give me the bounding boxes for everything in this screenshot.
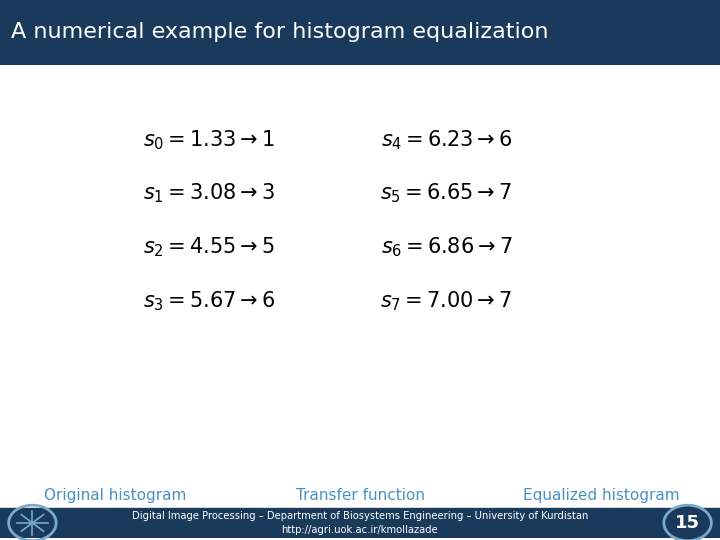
Text: $s_3 = 5.67 \rightarrow 6$: $s_3 = 5.67 \rightarrow 6$ (143, 289, 275, 313)
Text: Original histogram: Original histogram (44, 488, 186, 503)
FancyBboxPatch shape (0, 0, 720, 64)
Text: $s_0 = 1.33 \rightarrow 1$: $s_0 = 1.33 \rightarrow 1$ (143, 128, 275, 152)
Text: A numerical example for histogram equalization: A numerical example for histogram equali… (11, 22, 549, 42)
Text: 15: 15 (675, 514, 700, 532)
Text: Equalized histogram: Equalized histogram (523, 488, 680, 503)
Text: $s_1 = 3.08 \rightarrow 3$: $s_1 = 3.08 \rightarrow 3$ (143, 182, 275, 205)
Text: $s_2 = 4.55 \rightarrow 5$: $s_2 = 4.55 \rightarrow 5$ (143, 235, 275, 259)
Text: $s_5 = 6.65 \rightarrow 7$: $s_5 = 6.65 \rightarrow 7$ (380, 182, 513, 205)
FancyBboxPatch shape (0, 508, 720, 538)
Text: Digital Image Processing – Department of Biosystems Engineering – University of : Digital Image Processing – Department of… (132, 511, 588, 535)
Text: $s_7 = 7.00 \rightarrow 7$: $s_7 = 7.00 \rightarrow 7$ (380, 289, 513, 313)
Text: $s_4 = 6.23 \rightarrow 6$: $s_4 = 6.23 \rightarrow 6$ (381, 128, 512, 152)
Text: $s_6 = 6.86 \rightarrow 7$: $s_6 = 6.86 \rightarrow 7$ (381, 235, 512, 259)
Circle shape (664, 505, 711, 540)
Text: Transfer function: Transfer function (295, 488, 425, 503)
